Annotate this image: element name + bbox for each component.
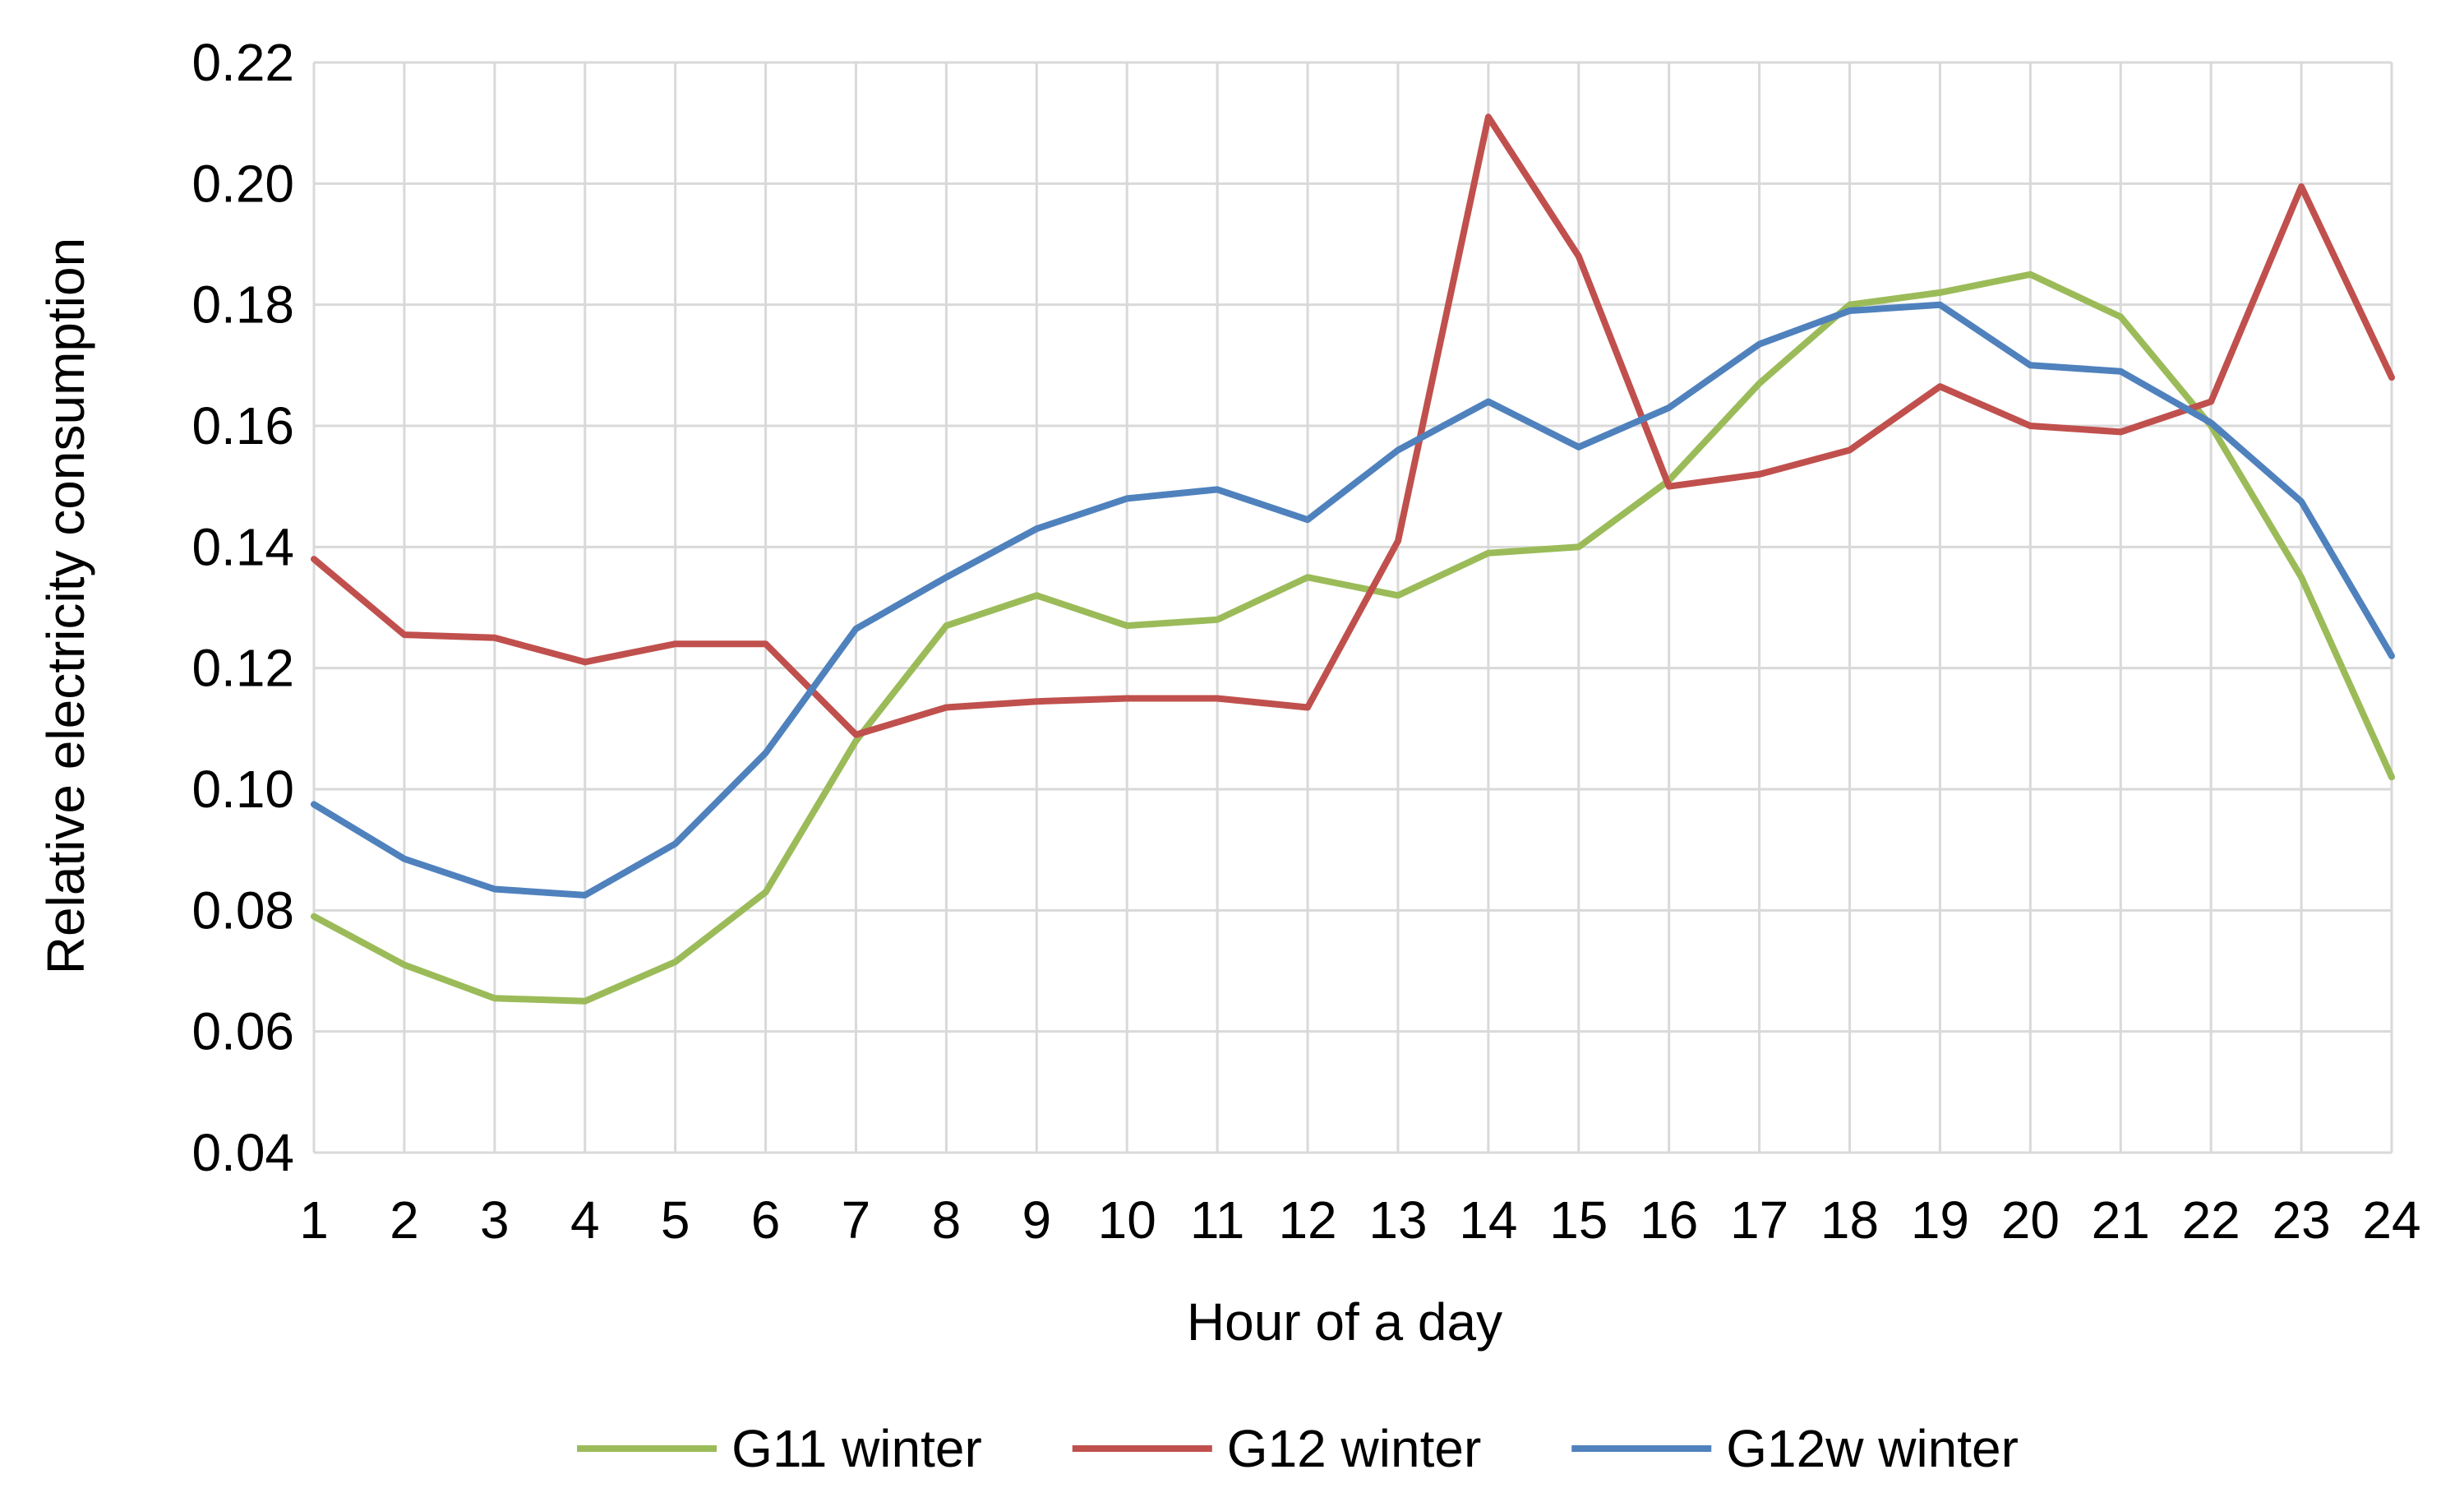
- series-line-g12w-winter: [311, 301, 2395, 899]
- series-line-g11-winter: [311, 270, 2395, 1005]
- series-line-g12-winter: [311, 113, 2395, 738]
- x-tick-label: 23: [2272, 1190, 2330, 1250]
- y-tick-label: 0.14: [191, 517, 294, 576]
- x-tick-label: 18: [1820, 1190, 1879, 1250]
- x-tick-label: 24: [2362, 1190, 2420, 1250]
- legend-label: G12 winter: [1227, 1419, 1481, 1478]
- grid: [312, 61, 2393, 1154]
- y-axis-ticks: 0.04 0.06 0.08 0.10 0.12 0.14 0.16 0.18 0.20 0.22: [191, 33, 294, 1182]
- y-tick-label: 0.08: [191, 880, 294, 940]
- x-tick-label: 12: [1278, 1190, 1336, 1250]
- x-tick-label: 19: [1911, 1190, 1969, 1250]
- x-tick-label: 17: [1730, 1190, 1788, 1250]
- y-tick-label: 0.18: [191, 275, 294, 335]
- y-tick-label: 0.20: [191, 154, 294, 213]
- x-tick-label: 9: [1022, 1190, 1052, 1250]
- x-tick-label: 16: [1640, 1190, 1698, 1250]
- x-tick-label: 21: [2092, 1190, 2150, 1250]
- x-tick-label: 11: [1190, 1190, 1244, 1250]
- x-tick-label: 15: [1549, 1190, 1608, 1250]
- y-tick-label: 0.16: [191, 396, 294, 455]
- x-axis-title: Hour of a day: [1187, 1292, 1502, 1352]
- x-tick-label: 13: [1368, 1190, 1427, 1250]
- legend-label: G12w winter: [1726, 1419, 2019, 1478]
- x-axis-ticks: 1 2 3 4 5 6 7 8 9 10 11 12 13 14 15 16 17 18 19 20 21 22 23 24: [299, 1190, 2420, 1250]
- x-tick-label: 7: [842, 1190, 871, 1250]
- x-tick-label: 22: [2182, 1190, 2240, 1250]
- x-tick-label: 10: [1098, 1190, 1156, 1250]
- x-tick-label: 4: [570, 1190, 600, 1250]
- y-tick-label: 0.22: [191, 33, 294, 92]
- series-lines: [311, 113, 2395, 1005]
- y-tick-label: 0.12: [191, 639, 294, 698]
- legend-label: G11 winter: [731, 1419, 982, 1478]
- x-tick-label: 20: [2001, 1190, 2060, 1250]
- y-tick-label: 0.10: [191, 760, 294, 819]
- legend: G11 winter G12 winter G12w winter: [577, 1419, 2019, 1478]
- y-tick-label: 0.04: [191, 1123, 294, 1182]
- x-tick-label: 1: [299, 1190, 329, 1250]
- x-tick-label: 8: [932, 1190, 962, 1250]
- x-tick-label: 5: [661, 1190, 690, 1250]
- y-tick-label: 0.06: [191, 1002, 294, 1061]
- y-axis-title: Relative electricity consumption: [36, 238, 95, 974]
- x-tick-label: 6: [751, 1190, 781, 1250]
- x-tick-label: 3: [480, 1190, 510, 1250]
- x-tick-label: 2: [390, 1190, 419, 1250]
- x-tick-label: 14: [1459, 1190, 1517, 1250]
